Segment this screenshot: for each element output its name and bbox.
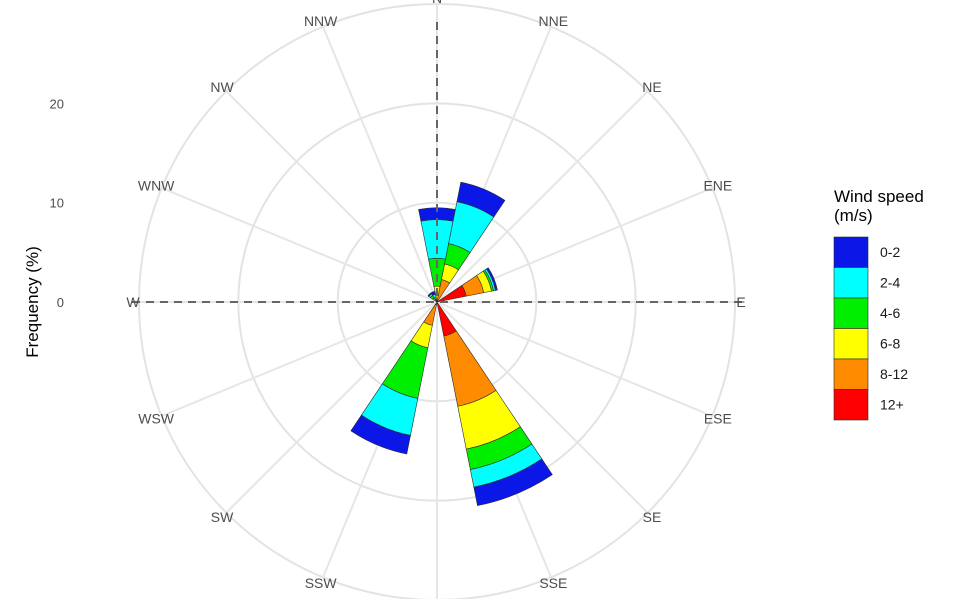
legend-key-6-8 [833,328,869,360]
bar-nnw-0-2 [430,290,436,296]
spoke-se [436,301,649,514]
direction-label-se: SE [643,509,662,525]
radial-tick-0: 0 [57,295,64,310]
direction-label-ene: ENE [703,178,732,194]
legend-label-8-12: 8-12 [880,366,908,382]
bar-nne-0-2 [456,181,506,218]
legend-label-4-6: 4-6 [880,305,900,321]
spoke-ne [436,90,649,303]
legend-label-12plus: 12+ [880,397,904,413]
axis-lines [132,22,742,303]
legend-key-0-2 [833,236,869,268]
legend: Wind speed (m/s) 0-2 2-4 4-6 6-8 8-12 12+ [833,187,924,421]
legend-title-line2: (m/s) [834,206,873,225]
direction-label-n: N [432,0,442,6]
direction-labels: NNNENEENEEESESESSESSSWSWWSWWWNWNWNNW [126,0,745,599]
direction-label-ssw: SSW [305,575,338,591]
direction-label-wsw: WSW [138,410,175,426]
direction-label-nne: NNE [539,13,569,29]
direction-label-nnw: NNW [304,13,338,29]
wind-rose-bars [350,181,553,506]
spoke-ese [436,301,713,417]
bar-sse-0-2 [473,458,553,506]
legend-label-2-4: 2-4 [880,275,900,291]
direction-label-w: W [126,294,140,310]
radial-tick-20: 20 [50,96,64,111]
radial-tick-labels: 0 10 20 [50,96,64,310]
legend-label-0-2: 0-2 [880,244,900,260]
direction-label-ne: NE [642,79,661,95]
spoke-wnw [161,187,438,303]
direction-label-nw: NW [210,79,234,95]
direction-label-sse: SSE [539,575,567,591]
legend-key-4-6 [833,297,869,329]
direction-label-wnw: WNW [138,178,175,194]
spoke-nw [225,90,438,303]
legend-key-2-4 [833,267,869,299]
spoke-nnw [322,26,438,303]
legend-items: 0-2 2-4 4-6 6-8 8-12 12+ [833,236,908,421]
spoke-sw [225,301,438,514]
direction-label-e: E [736,294,745,310]
direction-label-ese: ESE [704,410,732,426]
bar-ene-0-2 [486,267,498,291]
radial-tick-10: 10 [50,196,64,211]
y-axis-title: Frequency (%) [23,246,42,357]
legend-title-line1: Wind speed [834,187,924,206]
legend-label-6-8: 6-8 [880,336,900,352]
spoke-wsw [161,301,438,417]
legend-key-12plus [833,389,869,421]
direction-label-sw: SW [211,509,234,525]
legend-key-8-12 [833,358,869,390]
bar-ssw-0-2 [350,414,411,455]
